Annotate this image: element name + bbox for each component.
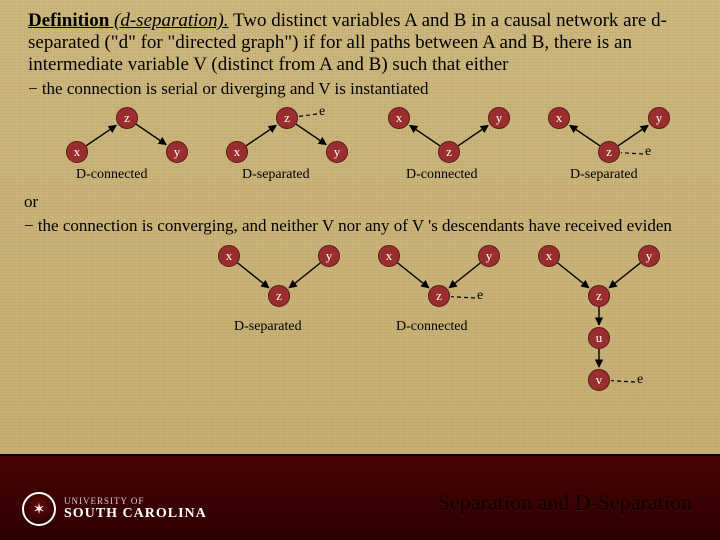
group-caption: D-connected: [406, 167, 478, 183]
logo-line1: UNIVERSITY OF: [64, 496, 207, 506]
evidence-label: e: [645, 144, 651, 160]
group-caption: D-separated: [234, 319, 302, 335]
or-block: or − the connection is converging, and ne…: [24, 189, 703, 236]
group-caption: D-connected: [76, 167, 148, 183]
footer-bar: UNIVERSITY OF SOUTH CAROLINA Separation …: [0, 454, 720, 540]
or-text: or: [24, 191, 703, 212]
university-logo: UNIVERSITY OF SOUTH CAROLINA: [22, 492, 207, 526]
bullet-2: − the connection is converging, and neit…: [24, 215, 703, 236]
logo-line2: SOUTH CAROLINA: [64, 506, 207, 522]
slide-content: Definition (d-separation). Two distinct …: [28, 10, 698, 405]
footer-title: Separation and D-Separation: [438, 490, 692, 516]
evidence-label: e: [477, 288, 483, 304]
logo-crest-icon: [22, 492, 56, 526]
group-caption: D-separated: [570, 167, 638, 183]
evidence-label: e: [637, 372, 643, 388]
group-caption: D-separated: [242, 167, 310, 183]
diagram-area: zxyzxyxyzxyzD-connectedeD-separatedD-con…: [28, 105, 703, 405]
definition-lead: Definition: [28, 10, 109, 31]
definition-paren: (d-separation).: [109, 10, 228, 31]
bullet-1: − the connection is serial or diverging …: [28, 78, 698, 99]
definition-title: Definition (d-separation). Two distinct …: [28, 10, 698, 76]
group-caption: D-connected: [396, 319, 468, 335]
evidence-label: e: [319, 104, 325, 120]
